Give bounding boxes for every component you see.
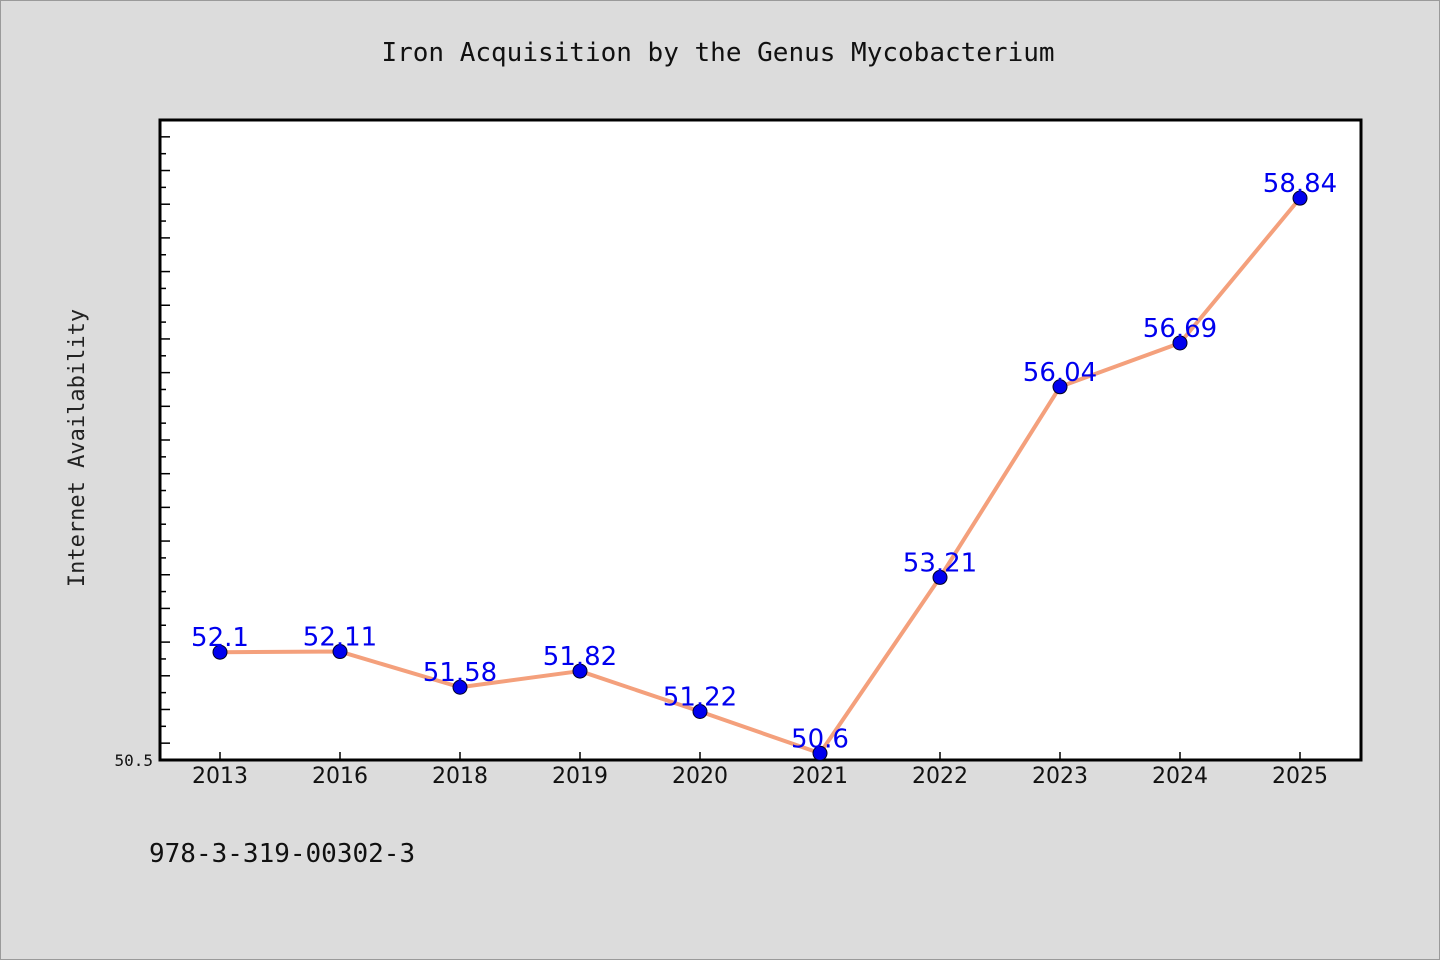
data-label: 51.22	[663, 682, 737, 712]
x-tick-label: 2019	[552, 764, 608, 789]
data-point	[692, 703, 708, 719]
y-tick-label: 50.5	[114, 751, 153, 770]
data-point	[1172, 335, 1188, 351]
isbn-text: 978-3-319-00302-3	[149, 839, 415, 869]
x-axis-ticks: 2013 2016 2018 2019 2020 2021 2022 2023 2024 2025	[192, 752, 1328, 789]
x-tick-label: 2013	[192, 764, 248, 789]
data-point	[572, 663, 588, 679]
data-label: 51.58	[423, 658, 497, 688]
data-label: 56.69	[1143, 314, 1217, 344]
data-label: 56.04	[1023, 358, 1097, 388]
data-label: 51.82	[543, 642, 617, 672]
x-tick-label: 2018	[432, 764, 488, 789]
data-point	[812, 745, 828, 761]
x-tick-label: 2020	[672, 764, 728, 789]
x-tick-label: 2023	[1032, 764, 1088, 789]
data-point	[932, 569, 948, 585]
data-point	[452, 679, 468, 695]
data-point	[332, 644, 348, 660]
data-point	[212, 644, 228, 660]
data-label: 58.84	[1263, 169, 1337, 199]
y-axis-ticks	[160, 136, 170, 744]
data-label: 50.6	[791, 724, 849, 754]
x-tick-label: 2021	[792, 764, 848, 789]
plot-area	[158, 118, 1363, 762]
data-labels: 52.1 52.11 51.58 51.82 51.22 50.6 53.21 56.04 56…	[191, 169, 1337, 754]
x-tick-label: 2024	[1152, 764, 1208, 789]
series-line	[219, 196, 1302, 756]
series-markers	[212, 190, 1308, 761]
data-label: 53.21	[903, 548, 977, 578]
data-point	[1052, 379, 1068, 395]
y-axis-label: Internet Availability	[65, 309, 90, 587]
x-tick-label: 2025	[1272, 764, 1328, 789]
data-label: 52.1	[191, 623, 249, 653]
x-tick-label: 2016	[312, 764, 368, 789]
chart-title: Iron Acquisition by the Genus Mycobacter…	[381, 38, 1054, 68]
data-label: 52.11	[303, 623, 377, 653]
data-point	[1292, 190, 1308, 206]
x-tick-label: 2022	[912, 764, 968, 789]
